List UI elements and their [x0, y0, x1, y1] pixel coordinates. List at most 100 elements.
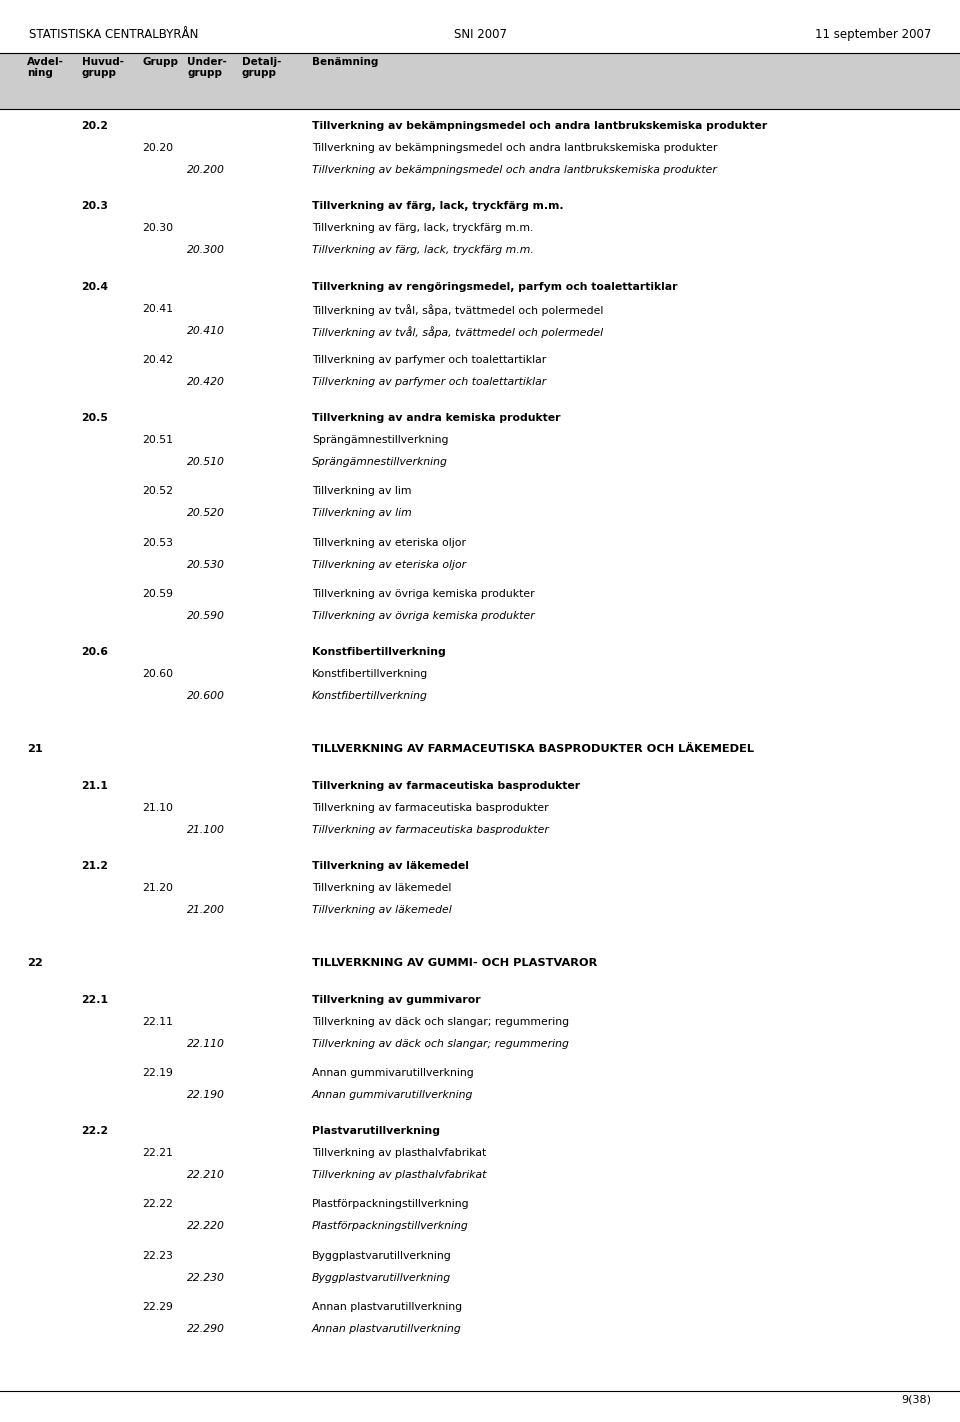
Text: 20.590: 20.590 — [187, 610, 225, 621]
Text: 20.4: 20.4 — [82, 282, 108, 292]
Text: 9(38): 9(38) — [901, 1395, 931, 1405]
Text: Tillverkning av parfymer och toalettartiklar: Tillverkning av parfymer och toalettarti… — [312, 354, 546, 365]
Text: 20.300: 20.300 — [187, 245, 225, 256]
Text: Tillverkning av tvål, såpa, tvättmedel och polermedel: Tillverkning av tvål, såpa, tvättmedel o… — [312, 326, 603, 337]
Text: 11 september 2007: 11 september 2007 — [815, 28, 931, 41]
Text: TILLVERKNING AV GUMMI- OCH PLASTVAROR: TILLVERKNING AV GUMMI- OCH PLASTVAROR — [312, 958, 597, 968]
Text: 21.2: 21.2 — [82, 860, 108, 872]
Text: STATISTISKA CENTRALBYRÅN: STATISTISKA CENTRALBYRÅN — [29, 28, 198, 41]
Text: Konstfibertillverkning: Konstfibertillverkning — [312, 691, 428, 701]
Text: 20.600: 20.600 — [187, 691, 225, 701]
Text: Konstfibertillverkning: Konstfibertillverkning — [312, 668, 428, 680]
Text: 22.190: 22.190 — [187, 1089, 225, 1101]
Text: 22.1: 22.1 — [82, 994, 108, 1005]
Text: Annan gummivarutillverkning: Annan gummivarutillverkning — [312, 1068, 473, 1078]
Text: 20.520: 20.520 — [187, 508, 225, 519]
Text: Tillverkning av lim: Tillverkning av lim — [312, 486, 412, 496]
Text: Tillverkning av bekämpningsmedel och andra lantbrukskemiska produkter: Tillverkning av bekämpningsmedel och and… — [312, 144, 717, 154]
Text: Tillverkning av plasthalvfabrikat: Tillverkning av plasthalvfabrikat — [312, 1170, 487, 1180]
Text: 22.29: 22.29 — [142, 1301, 173, 1313]
Text: 21.200: 21.200 — [187, 904, 225, 916]
Text: Tillverkning av färg, lack, tryckfärg m.m.: Tillverkning av färg, lack, tryckfärg m.… — [312, 201, 564, 212]
Text: Tillverkning av övriga kemiska produkter: Tillverkning av övriga kemiska produkter — [312, 589, 535, 599]
Text: TILLVERKNING AV FARMACEUTISKA BASPRODUKTER OCH LÄKEMEDEL: TILLVERKNING AV FARMACEUTISKA BASPRODUKT… — [312, 744, 754, 755]
Text: Tillverkning av eteriska oljor: Tillverkning av eteriska oljor — [312, 538, 466, 547]
Text: 22.23: 22.23 — [142, 1250, 173, 1261]
Text: 22: 22 — [27, 958, 42, 968]
Text: 21.100: 21.100 — [187, 825, 225, 835]
Text: 20.60: 20.60 — [142, 668, 173, 680]
Text: Sprängämnestillverkning: Sprängämnestillverkning — [312, 456, 448, 468]
Text: SNI 2007: SNI 2007 — [453, 28, 507, 41]
Text: 22.19: 22.19 — [142, 1068, 173, 1078]
Text: 22.2: 22.2 — [82, 1126, 108, 1136]
Text: 22.220: 22.220 — [187, 1221, 225, 1231]
Text: Tillverkning av plasthalvfabrikat: Tillverkning av plasthalvfabrikat — [312, 1148, 487, 1159]
Text: 22.22: 22.22 — [142, 1199, 173, 1210]
Text: Huvud-
grupp: Huvud- grupp — [82, 57, 124, 78]
Text: 20.30: 20.30 — [142, 223, 173, 233]
Text: 20.200: 20.200 — [187, 165, 225, 175]
Text: 20.530: 20.530 — [187, 559, 225, 570]
Text: 20.20: 20.20 — [142, 144, 173, 154]
Text: Tillverkning av bekämpningsmedel och andra lantbrukskemiska produkter: Tillverkning av bekämpningsmedel och and… — [312, 121, 767, 131]
Text: 22.210: 22.210 — [187, 1170, 225, 1180]
Text: Avdel-
ning: Avdel- ning — [27, 57, 63, 78]
Text: 20.52: 20.52 — [142, 486, 173, 496]
Text: 20.41: 20.41 — [142, 303, 173, 314]
Text: 20.59: 20.59 — [142, 589, 173, 599]
Text: Tillverkning av lim: Tillverkning av lim — [312, 508, 412, 519]
Text: Annan plastvarutillverkning: Annan plastvarutillverkning — [312, 1324, 462, 1334]
Text: Tillverkning av färg, lack, tryckfärg m.m.: Tillverkning av färg, lack, tryckfärg m.… — [312, 245, 534, 256]
Text: Tillverkning av bekämpningsmedel och andra lantbrukskemiska produkter: Tillverkning av bekämpningsmedel och and… — [312, 165, 717, 175]
Text: Konstfibertillverkning: Konstfibertillverkning — [312, 647, 445, 657]
Text: Tillverkning av däck och slangar; regummering: Tillverkning av däck och slangar; regumm… — [312, 1038, 569, 1049]
Text: 22.11: 22.11 — [142, 1017, 173, 1027]
Text: Tillverkning av övriga kemiska produkter: Tillverkning av övriga kemiska produkter — [312, 610, 535, 621]
Text: Tillverkning av tvål, såpa, tvättmedel och polermedel: Tillverkning av tvål, såpa, tvättmedel o… — [312, 303, 604, 316]
Text: Plastvarutillverkning: Plastvarutillverkning — [312, 1126, 440, 1136]
Bar — [0, 53, 960, 109]
Text: Tillverkning av färg, lack, tryckfärg m.m.: Tillverkning av färg, lack, tryckfärg m.… — [312, 223, 534, 233]
Text: 22.290: 22.290 — [187, 1324, 225, 1334]
Text: Byggplastvarutillverkning: Byggplastvarutillverkning — [312, 1250, 452, 1261]
Text: Tillverkning av farmaceutiska basprodukter: Tillverkning av farmaceutiska basprodukt… — [312, 802, 548, 813]
Text: Sprängämnestillverkning: Sprängämnestillverkning — [312, 435, 448, 445]
Text: Annan plastvarutillverkning: Annan plastvarutillverkning — [312, 1301, 462, 1313]
Text: 22.110: 22.110 — [187, 1038, 225, 1049]
Text: 20.53: 20.53 — [142, 538, 173, 547]
Text: Tillverkning av farmaceutiska basprodukter: Tillverkning av farmaceutiska basprodukt… — [312, 781, 580, 791]
Text: 21.1: 21.1 — [82, 781, 108, 791]
Text: 20.2: 20.2 — [82, 121, 108, 131]
Text: Tillverkning av däck och slangar; regummering: Tillverkning av däck och slangar; regumm… — [312, 1017, 569, 1027]
Text: Tillverkning av läkemedel: Tillverkning av läkemedel — [312, 883, 451, 893]
Text: Plastförpackningstillverkning: Plastförpackningstillverkning — [312, 1199, 469, 1210]
Text: Annan gummivarutillverkning: Annan gummivarutillverkning — [312, 1089, 473, 1101]
Text: Tillverkning av läkemedel: Tillverkning av läkemedel — [312, 860, 468, 872]
Text: 22.230: 22.230 — [187, 1273, 225, 1283]
Text: 21.10: 21.10 — [142, 802, 173, 813]
Text: Tillverkning av parfymer och toalettartiklar: Tillverkning av parfymer och toalettarti… — [312, 377, 546, 387]
Text: Plastförpackningstillverkning: Plastförpackningstillverkning — [312, 1221, 468, 1231]
Text: 22.21: 22.21 — [142, 1148, 173, 1159]
Text: 20.410: 20.410 — [187, 326, 225, 336]
Text: 21.20: 21.20 — [142, 883, 173, 893]
Text: 20.6: 20.6 — [82, 647, 108, 657]
Text: Tillverkning av eteriska oljor: Tillverkning av eteriska oljor — [312, 559, 467, 570]
Text: 20.420: 20.420 — [187, 377, 225, 387]
Text: Tillverkning av rengöringsmedel, parfym och toalettartiklar: Tillverkning av rengöringsmedel, parfym … — [312, 282, 678, 292]
Text: Tillverkning av gummivaror: Tillverkning av gummivaror — [312, 994, 481, 1005]
Text: 20.5: 20.5 — [82, 412, 108, 424]
Text: Tillverkning av farmaceutiska basprodukter: Tillverkning av farmaceutiska basprodukt… — [312, 825, 549, 835]
Text: Tillverkning av andra kemiska produkter: Tillverkning av andra kemiska produkter — [312, 412, 561, 424]
Text: Grupp: Grupp — [142, 57, 178, 67]
Text: Tillverkning av läkemedel: Tillverkning av läkemedel — [312, 904, 452, 916]
Text: Byggplastvarutillverkning: Byggplastvarutillverkning — [312, 1273, 451, 1283]
Text: 20.42: 20.42 — [142, 354, 173, 365]
Text: 21: 21 — [27, 744, 42, 755]
Text: 20.3: 20.3 — [82, 201, 108, 212]
Text: Benämning: Benämning — [312, 57, 378, 67]
Text: 20.510: 20.510 — [187, 456, 225, 468]
Text: Detalj-
grupp: Detalj- grupp — [242, 57, 281, 78]
Text: 20.51: 20.51 — [142, 435, 173, 445]
